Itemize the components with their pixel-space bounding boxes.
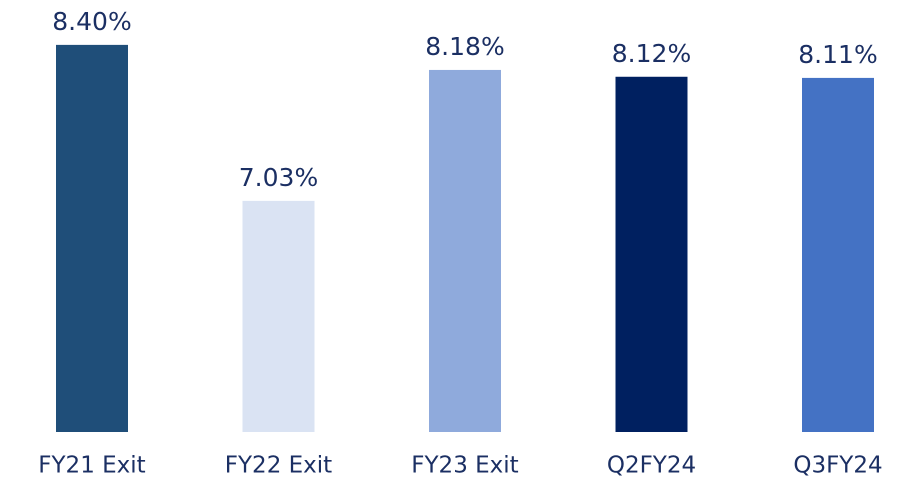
- value-label: 8.12%: [612, 39, 691, 68]
- value-label: 7.03%: [239, 163, 318, 192]
- bar: [429, 69, 501, 432]
- bar: [802, 77, 874, 432]
- x-tick-label: Q3FY24: [793, 453, 882, 479]
- x-tick-label: Q2FY24: [607, 453, 696, 479]
- value-label: 8.11%: [798, 40, 877, 69]
- bar: [242, 200, 315, 432]
- bar: [615, 76, 688, 432]
- bar: [56, 44, 128, 433]
- x-tick-label: FY22 Exit: [225, 453, 332, 479]
- value-label: 8.18%: [425, 32, 504, 61]
- x-tick-label: FY21 Exit: [38, 453, 145, 479]
- x-tick-label: FY23 Exit: [411, 453, 518, 479]
- value-label: 8.40%: [52, 7, 131, 36]
